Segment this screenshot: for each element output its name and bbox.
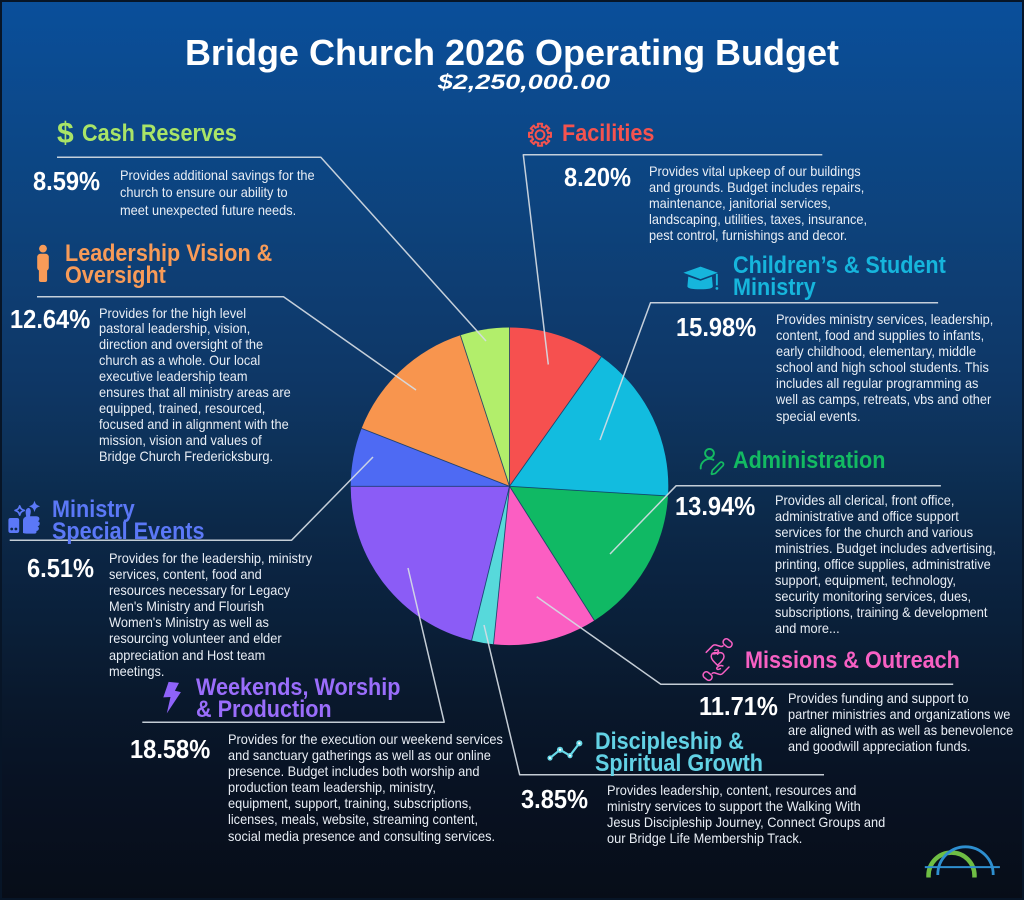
- svg-text:$: $: [57, 117, 74, 150]
